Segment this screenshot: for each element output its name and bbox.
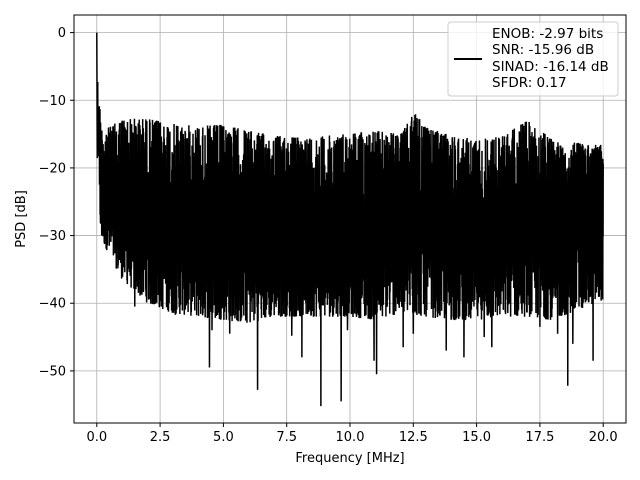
legend-snr: SNR: -15.96 dB <box>492 42 594 58</box>
x-tick-label: 17.5 <box>525 430 554 445</box>
legend-sinad: SINAD: -16.14 dB <box>492 59 609 75</box>
y-axis-ticks: 0 −10 −20 −30 −40 −50 <box>39 26 74 379</box>
x-tick-label: 7.5 <box>276 430 297 445</box>
x-tick-label: 20.0 <box>589 430 618 445</box>
legend-enob: ENOB: -2.97 bits <box>492 26 603 42</box>
y-tick-label: −20 <box>39 161 66 176</box>
x-tick-label: 10.0 <box>336 430 365 445</box>
legend-sfdr: SFDR: 0.17 <box>492 75 567 91</box>
x-axis-label: Frequency [MHz] <box>295 451 404 466</box>
y-axis-label: PSD [dB] <box>14 190 29 248</box>
data-layer <box>96 32 604 407</box>
y-tick-label: −10 <box>39 94 66 109</box>
x-tick-label: 12.5 <box>399 430 428 445</box>
legend: ENOB: -2.97 bits SNR: -15.96 dB SINAD: -… <box>447 21 619 97</box>
y-tick-label: −40 <box>39 297 66 312</box>
x-tick-label: 5.0 <box>213 430 234 445</box>
y-tick-label: −50 <box>39 364 66 379</box>
x-tick-label: 15.0 <box>462 430 491 445</box>
x-tick-label: 2.5 <box>150 430 171 445</box>
legend-box <box>447 21 619 97</box>
x-axis-ticks: 0.0 2.5 5.0 7.5 10.0 12.5 15.0 17.5 20.0 <box>86 423 618 445</box>
y-tick-label: −30 <box>39 229 66 244</box>
psd-series-line <box>96 32 604 407</box>
y-tick-label: 0 <box>58 26 66 41</box>
x-tick-label: 0.0 <box>86 430 107 445</box>
